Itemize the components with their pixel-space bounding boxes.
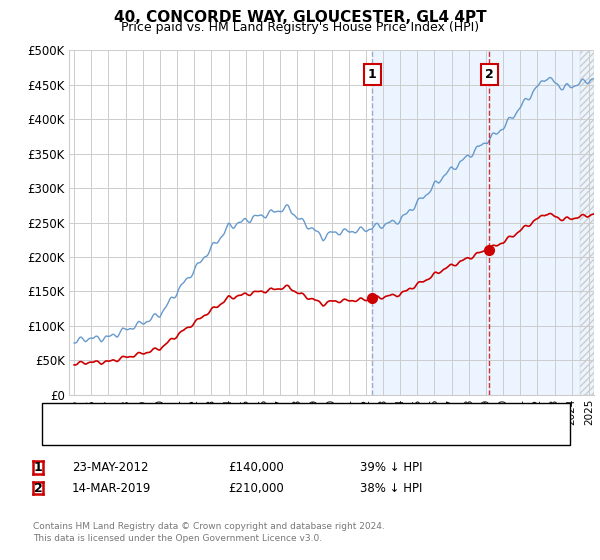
- Text: Price paid vs. HM Land Registry's House Price Index (HPI): Price paid vs. HM Land Registry's House …: [121, 21, 479, 34]
- Text: 14-MAR-2019: 14-MAR-2019: [72, 482, 151, 495]
- Text: Contains HM Land Registry data © Crown copyright and database right 2024.
This d: Contains HM Land Registry data © Crown c…: [33, 522, 385, 543]
- Text: 1: 1: [34, 461, 43, 474]
- Text: 1: 1: [368, 68, 377, 81]
- Bar: [373, 50, 594, 395]
- Bar: [580, 50, 594, 395]
- Text: 2: 2: [34, 482, 43, 495]
- Text: 40, CONCORDE WAY, GLOUCESTER, GL4 4PT (detached house): 40, CONCORDE WAY, GLOUCESTER, GL4 4PT (d…: [87, 410, 437, 420]
- Text: £210,000: £210,000: [228, 482, 284, 495]
- Bar: [580, 50, 594, 395]
- Text: 38% ↓ HPI: 38% ↓ HPI: [360, 482, 422, 495]
- Text: 40, CONCORDE WAY, GLOUCESTER, GL4 4PT: 40, CONCORDE WAY, GLOUCESTER, GL4 4PT: [113, 10, 487, 25]
- Text: HPI: Average price, detached house, Gloucester: HPI: Average price, detached house, Glou…: [87, 428, 353, 438]
- Text: 39% ↓ HPI: 39% ↓ HPI: [360, 461, 422, 474]
- Text: 2: 2: [485, 68, 494, 81]
- Text: 23-MAY-2012: 23-MAY-2012: [72, 461, 149, 474]
- Text: £140,000: £140,000: [228, 461, 284, 474]
